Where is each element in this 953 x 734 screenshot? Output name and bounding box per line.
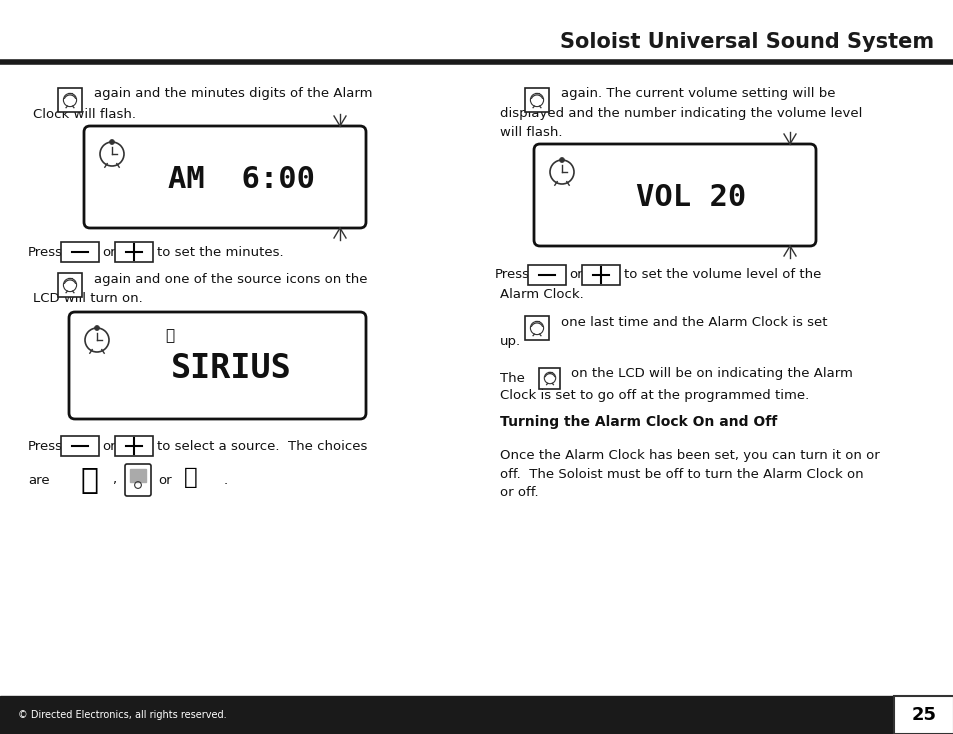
Text: AM  6:00: AM 6:00: [168, 165, 314, 195]
FancyBboxPatch shape: [61, 242, 99, 262]
Text: will flash.: will flash.: [499, 126, 562, 139]
Text: Press: Press: [495, 269, 530, 282]
Text: The: The: [499, 371, 524, 385]
Text: again and the minutes digits of the Alarm: again and the minutes digits of the Alar…: [94, 87, 372, 101]
Text: Alarm Clock.: Alarm Clock.: [499, 288, 583, 302]
Text: displayed and the number indicating the volume level: displayed and the number indicating the …: [499, 106, 862, 120]
Text: Clock is set to go off at the programmed time.: Clock is set to go off at the programmed…: [499, 388, 808, 401]
FancyBboxPatch shape: [58, 273, 82, 297]
Text: © Directed Electronics, all rights reserved.: © Directed Electronics, all rights reser…: [18, 710, 227, 720]
Text: on the LCD will be on indicating the Alarm: on the LCD will be on indicating the Ala…: [571, 366, 852, 379]
Circle shape: [558, 158, 564, 162]
FancyBboxPatch shape: [61, 436, 99, 456]
Text: or: or: [158, 473, 172, 487]
Text: Clock will flash.: Clock will flash.: [33, 107, 136, 120]
Text: or: or: [102, 245, 115, 258]
Text: Press: Press: [28, 440, 63, 452]
Text: 🐕: 🐕: [81, 465, 99, 495]
FancyBboxPatch shape: [115, 436, 152, 456]
Text: to set the volume level of the: to set the volume level of the: [623, 269, 821, 282]
Text: Press: Press: [28, 245, 63, 258]
Bar: [0, 696, 953, 734]
Text: are: are: [28, 473, 50, 487]
FancyBboxPatch shape: [84, 126, 366, 228]
Text: LCD will turn on.: LCD will turn on.: [33, 293, 143, 305]
Text: up.: up.: [499, 335, 520, 349]
Text: to set the minutes.: to set the minutes.: [157, 245, 283, 258]
Text: again. The current volume setting will be: again. The current volume setting will b…: [560, 87, 835, 101]
Text: or: or: [102, 440, 115, 452]
Text: 🔊: 🔊: [184, 467, 197, 490]
Text: off.  The Soloist must be off to turn the Alarm Clock on: off. The Soloist must be off to turn the…: [499, 468, 862, 481]
Bar: [893, 696, 953, 734]
FancyBboxPatch shape: [524, 88, 548, 112]
Text: or: or: [568, 269, 582, 282]
Circle shape: [94, 325, 99, 330]
FancyBboxPatch shape: [58, 88, 82, 112]
Text: or off.: or off.: [499, 487, 538, 500]
Circle shape: [110, 139, 114, 145]
Text: to select a source.  The choices: to select a source. The choices: [157, 440, 367, 452]
Bar: [130, 469, 146, 482]
Bar: [893, 696, 953, 734]
Text: 🐕: 🐕: [165, 329, 174, 344]
FancyBboxPatch shape: [115, 242, 152, 262]
Text: Soloist Universal Sound System: Soloist Universal Sound System: [559, 32, 933, 52]
FancyBboxPatch shape: [581, 265, 619, 285]
FancyBboxPatch shape: [539, 368, 560, 388]
FancyBboxPatch shape: [69, 312, 366, 419]
Text: Once the Alarm Clock has been set, you can turn it on or: Once the Alarm Clock has been set, you c…: [499, 448, 879, 462]
Text: one last time and the Alarm Clock is set: one last time and the Alarm Clock is set: [560, 316, 826, 329]
Text: 25: 25: [910, 706, 936, 724]
Text: VOL 20: VOL 20: [636, 184, 745, 213]
Text: SIRIUS: SIRIUS: [172, 352, 292, 385]
FancyBboxPatch shape: [524, 316, 548, 340]
FancyBboxPatch shape: [125, 464, 151, 496]
Text: Turning the Alarm Clock On and Off: Turning the Alarm Clock On and Off: [499, 415, 777, 429]
Text: ,: ,: [112, 473, 116, 487]
FancyBboxPatch shape: [527, 265, 565, 285]
Text: .: .: [224, 473, 228, 487]
FancyBboxPatch shape: [534, 144, 815, 246]
Text: again and one of the source icons on the: again and one of the source icons on the: [94, 272, 367, 286]
